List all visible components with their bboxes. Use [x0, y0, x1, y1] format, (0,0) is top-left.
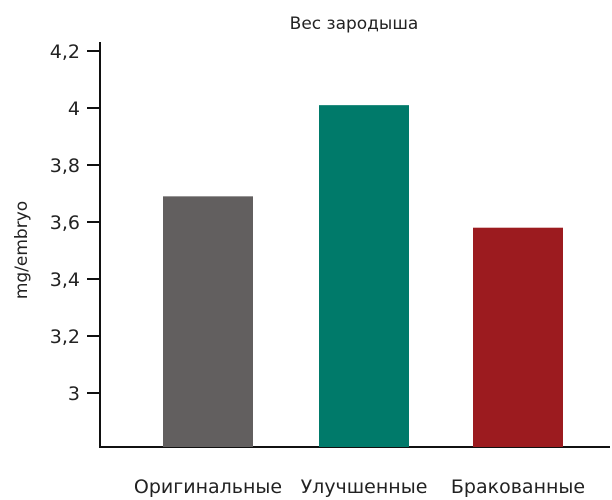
chart-title: Вес зародыша [290, 14, 419, 34]
x-axis-category-labels: Оригинальные Улучшенные Бракованные [134, 476, 585, 498]
y-tick-label: 3 [68, 383, 80, 405]
y-axis-title: mg/embryo [12, 201, 32, 299]
y-tick-label: 3,2 [50, 326, 80, 348]
bars [163, 105, 563, 448]
y-tick-label: 3,4 [50, 269, 80, 291]
bar-1 [163, 196, 253, 447]
x-category-label: Оригинальные [134, 476, 282, 498]
bar-2 [319, 105, 409, 448]
y-tick-label: 4,2 [50, 41, 80, 63]
y-tick-label: 3,8 [50, 155, 80, 177]
x-category-label: Улучшенные [301, 476, 428, 498]
x-category-label: Бракованные [451, 476, 585, 498]
y-tick-label: 4 [68, 98, 80, 120]
y-axis-ticks: 3 3,2 3,4 3,6 3,8 4 4,2 [50, 41, 100, 405]
y-tick-label: 3,6 [50, 212, 80, 234]
bar-3 [473, 227, 563, 447]
